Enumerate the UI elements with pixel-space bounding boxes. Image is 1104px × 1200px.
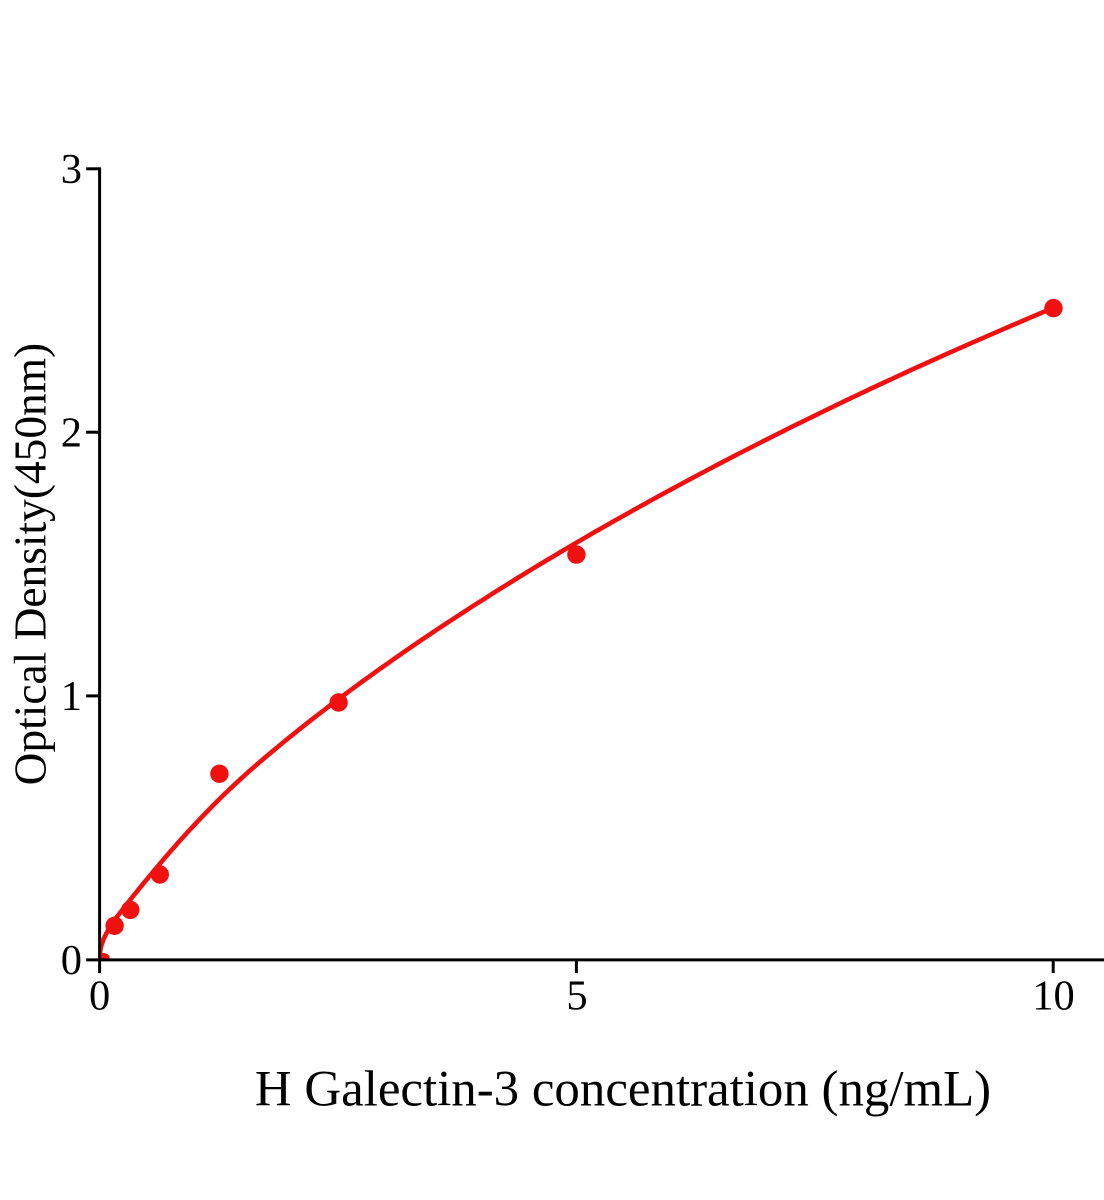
svg-text:2: 2: [61, 410, 82, 457]
svg-text:5: 5: [566, 973, 587, 1020]
svg-text:0: 0: [89, 973, 110, 1020]
svg-text:Optical Density(450nm): Optical Density(450nm): [5, 343, 55, 785]
svg-text:0: 0: [61, 937, 82, 984]
svg-text:1: 1: [61, 673, 82, 720]
svg-text:3: 3: [61, 146, 82, 193]
svg-text:10: 10: [1032, 973, 1075, 1020]
svg-text:H Galectin-3 concentration (ng: H Galectin-3 concentration (ng/mL): [255, 1062, 991, 1118]
